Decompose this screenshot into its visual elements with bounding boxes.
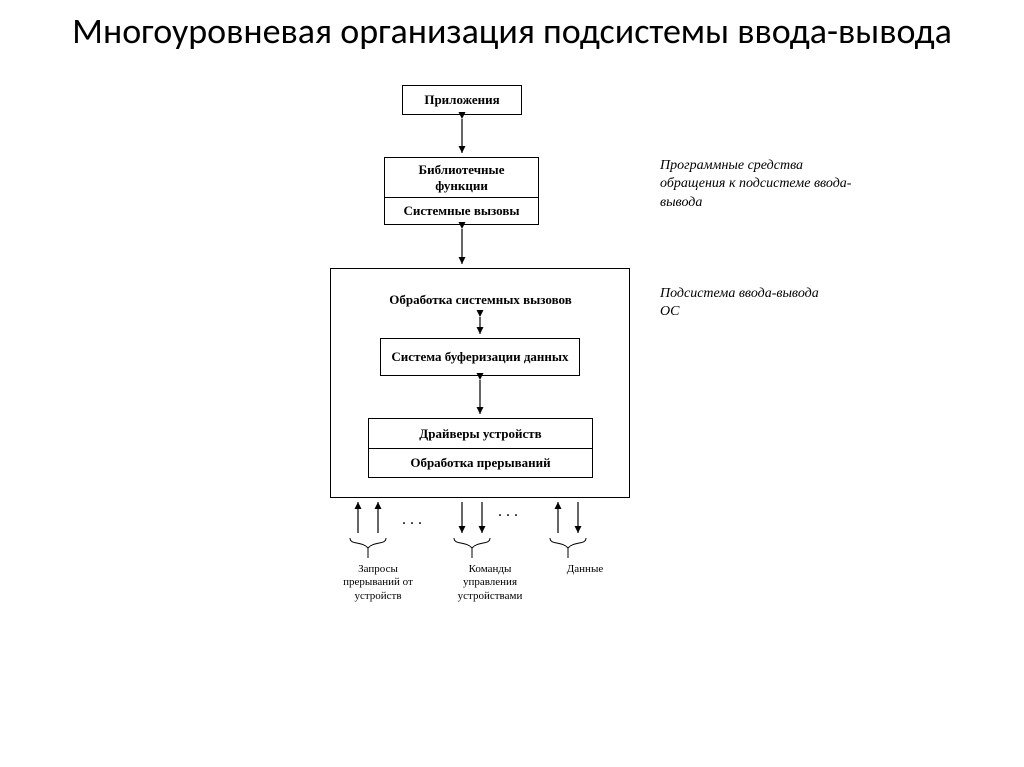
- ellipsis-2: . . .: [498, 503, 518, 521]
- box-syscall-processing: Обработка системных вызовов: [353, 287, 608, 313]
- diagram-area: Приложения Библиотечные функции Системны…: [0, 53, 1024, 703]
- box-library-functions: Библиотечные функции: [384, 157, 539, 197]
- bottom-label-device-commands: Команды управления устройствами: [445, 563, 535, 603]
- ellipsis-1: . . .: [402, 511, 422, 529]
- box-applications: Приложения: [402, 85, 522, 115]
- box-device-drivers: Драйверы устройств: [368, 418, 593, 448]
- side-label-software-access: Программные средства обращения к подсист…: [660, 157, 860, 212]
- bottom-label-interrupt-requests: Запросы прерываний от устройств: [338, 563, 418, 603]
- box-buffering-system: Система буферизации данных: [380, 338, 580, 376]
- box-interrupt-handling: Обработка прерываний: [368, 448, 593, 478]
- slide-title: Многоуровневая организация подсистемы вв…: [0, 0, 1024, 53]
- side-label-os-subsystem: Подсистема ввода-вывода ОС: [660, 285, 820, 321]
- bottom-label-data: Данные: [555, 563, 615, 576]
- box-system-calls: Системные вызовы: [384, 197, 539, 225]
